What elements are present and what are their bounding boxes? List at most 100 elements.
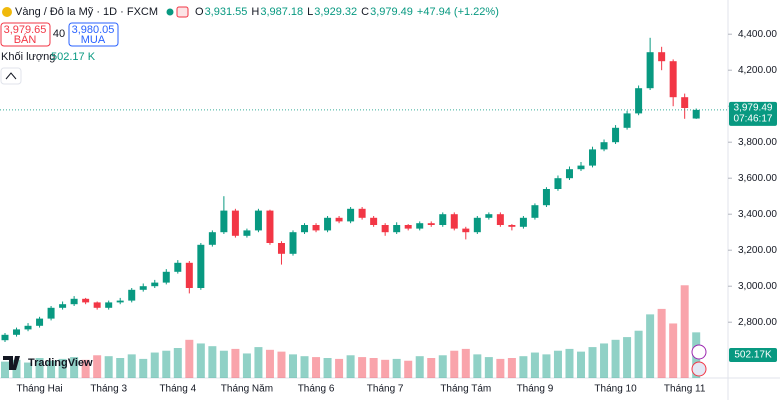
candle-body xyxy=(404,225,412,229)
logo-mark xyxy=(3,356,20,370)
candle-body xyxy=(59,304,67,308)
volume-bar xyxy=(507,358,516,378)
volume-bar xyxy=(104,356,113,378)
candle-body xyxy=(381,225,389,233)
volume-bar xyxy=(588,347,597,378)
x-tick-label: Tháng 9 xyxy=(517,384,554,395)
candle-body xyxy=(151,282,159,287)
volume-bar xyxy=(346,355,355,378)
candle-body xyxy=(243,230,251,236)
candle-body xyxy=(450,214,458,229)
buy-button[interactable] xyxy=(68,22,119,47)
candle-body xyxy=(393,225,401,233)
symbol-title: Vàng / Đô la Mỹ · 1D · FXCM xyxy=(15,6,158,18)
ohlc-value: 3,979.49 xyxy=(370,6,413,18)
candle-body xyxy=(208,232,216,245)
y-tick-label: 2,800.00 xyxy=(738,317,777,328)
candle-body xyxy=(185,262,193,288)
x-tick-label: Tháng 11 xyxy=(664,384,706,395)
candle-body xyxy=(93,302,101,308)
ohlc-value: 3,987.18 xyxy=(260,6,303,18)
candle-body xyxy=(623,113,631,128)
x-tick-label: Tháng Tám xyxy=(440,384,491,395)
volume-bar xyxy=(611,339,620,378)
volume-bar xyxy=(127,354,136,378)
candle-body xyxy=(531,205,539,218)
volume-bar xyxy=(542,354,551,378)
volume-bar xyxy=(450,350,459,378)
volume-badge-box xyxy=(729,348,777,362)
volume-bar xyxy=(70,357,79,378)
candle-body xyxy=(254,210,262,231)
countdown: 07:46:17 xyxy=(734,114,773,125)
last-price-label: 3,979.49 xyxy=(734,103,773,114)
volume-bar xyxy=(484,357,493,378)
volume-bar xyxy=(219,350,228,378)
candle-body xyxy=(1,334,9,341)
y-tick-label: 3,600.00 xyxy=(738,173,777,184)
candle-body xyxy=(116,300,124,303)
volume-badge: 502.17K xyxy=(734,350,772,361)
buy-price: 3,980.05 xyxy=(72,24,115,36)
volume-bar xyxy=(116,358,125,378)
candle-body xyxy=(427,223,435,225)
volume-bar xyxy=(289,354,297,378)
ohlc-value: 3,931.55 xyxy=(205,6,248,18)
ohlc-key: H xyxy=(251,6,259,18)
ohlc-key: O xyxy=(195,6,204,18)
candle-body xyxy=(13,329,21,335)
volume-bar xyxy=(369,358,378,378)
volume-bar xyxy=(12,359,21,378)
overlay: Vàng / Đô la Mỹ · 1D · FXCM O 3,931.55 H 3,… xyxy=(0,6,707,377)
volume-bar xyxy=(265,349,274,378)
x-tick-label: Tháng 7 xyxy=(367,384,404,395)
status-icon xyxy=(176,6,189,18)
volume-bar xyxy=(323,358,332,378)
volume-bar xyxy=(93,355,102,378)
candle-body xyxy=(658,52,666,62)
sell-button[interactable] xyxy=(0,22,51,47)
volume-bar xyxy=(473,354,482,378)
y-tick-label: 4,200.00 xyxy=(738,65,777,76)
candle-body xyxy=(289,232,297,254)
candle-body xyxy=(162,271,170,283)
candle-body xyxy=(335,217,343,222)
event-icon[interactable] xyxy=(691,344,707,360)
sell-price: 3,979.65 xyxy=(4,24,47,36)
volume-bar xyxy=(1,361,9,378)
candle-body xyxy=(277,243,285,254)
candle-body xyxy=(47,307,55,319)
candle-body xyxy=(105,302,113,308)
volume-bar xyxy=(277,351,286,378)
volume-bar xyxy=(185,339,194,378)
x-tick-label: Tháng Hai xyxy=(16,384,62,395)
candle-body xyxy=(589,149,597,166)
candle-body xyxy=(266,210,274,243)
candle-body xyxy=(565,169,573,179)
candle-body xyxy=(82,298,90,303)
last-price-box xyxy=(729,101,777,126)
volume-bar xyxy=(300,356,309,378)
buy-label: MUA xyxy=(81,34,106,46)
flag-icon[interactable] xyxy=(691,361,707,377)
volume-bar xyxy=(461,348,470,378)
volume-bar xyxy=(496,358,505,378)
candle-body xyxy=(24,325,32,330)
volume-bar xyxy=(35,358,44,378)
volume-bar xyxy=(646,314,655,378)
volume-bar xyxy=(162,350,171,378)
volume-bar xyxy=(231,348,240,378)
candle-body xyxy=(692,109,700,119)
spread: 40 xyxy=(53,28,65,40)
candle-body xyxy=(416,223,424,229)
volume-bar xyxy=(680,285,689,378)
volume-bar xyxy=(381,359,390,378)
candle-body xyxy=(174,262,182,272)
x-tick-label: Tháng 6 xyxy=(298,384,335,395)
volume-bar xyxy=(657,308,666,378)
collapse-button[interactable] xyxy=(0,67,22,85)
candle-body xyxy=(301,225,309,233)
candle-body xyxy=(324,217,332,231)
volume-bar xyxy=(530,352,539,378)
